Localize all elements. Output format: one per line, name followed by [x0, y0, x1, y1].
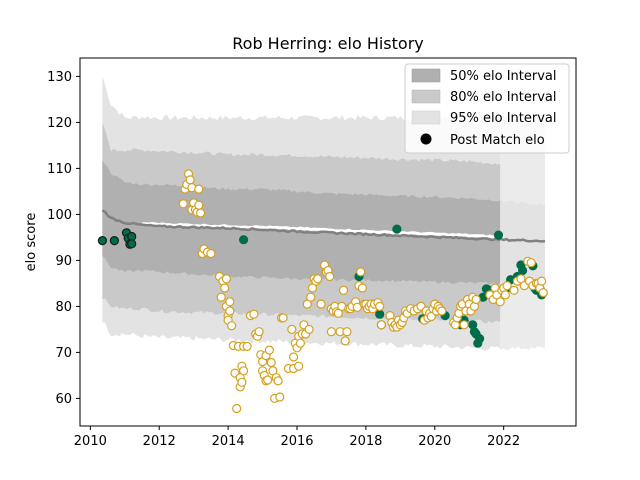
point-losses	[356, 267, 366, 277]
point-wins	[239, 235, 249, 245]
point-losses	[338, 285, 349, 295]
point-losses	[178, 199, 188, 209]
point-losses	[304, 324, 314, 334]
point-losses	[227, 321, 237, 331]
point-losses	[375, 301, 385, 311]
y-axis: 60 70 80 90 100 110 120 130	[47, 70, 80, 407]
point-losses	[264, 345, 274, 355]
point-losses	[471, 294, 481, 305]
x-tick-label: 2022	[487, 434, 520, 449]
point-losses	[206, 248, 216, 259]
legend-swatch-80	[411, 89, 441, 104]
point-losses	[237, 377, 247, 387]
point-losses	[225, 297, 235, 307]
point-losses	[376, 320, 386, 330]
y-tick-label: 70	[55, 346, 72, 361]
point-losses	[249, 309, 259, 319]
point-losses	[266, 357, 276, 368]
point-losses	[326, 327, 336, 337]
legend-frame	[404, 63, 570, 154]
legend-swatch-50	[411, 68, 441, 83]
chart-title: Rob Herring: elo History	[232, 34, 423, 53]
point-losses	[194, 184, 204, 194]
point-losses	[313, 274, 323, 284]
point-losses	[275, 392, 285, 402]
point-losses	[502, 281, 512, 291]
point-losses	[509, 285, 519, 295]
point-losses	[263, 375, 273, 385]
point-losses	[239, 366, 249, 376]
point-losses	[254, 327, 264, 337]
point-losses	[437, 306, 447, 316]
point-losses	[536, 276, 547, 286]
x-tick-label: 2016	[280, 434, 313, 449]
point-losses	[185, 175, 195, 185]
y-tick-label: 120	[47, 116, 72, 131]
point-losses	[242, 341, 252, 351]
x-tick-label: 2010	[74, 434, 107, 449]
legend-swatch-95	[411, 110, 441, 125]
point-early	[109, 236, 120, 246]
point-losses	[500, 290, 510, 300]
point-losses	[342, 327, 352, 337]
point-losses	[306, 292, 316, 302]
point-losses	[294, 361, 304, 371]
point-early	[127, 239, 137, 249]
y-axis-label: elo score	[24, 213, 39, 272]
legend-label-95: 95% elo Interval	[450, 111, 557, 126]
y-tick-label: 100	[47, 208, 72, 223]
point-wins	[392, 224, 402, 234]
post-match-points	[97, 169, 548, 414]
y-tick-label: 90	[55, 254, 72, 269]
point-losses	[273, 376, 283, 386]
point-losses	[289, 352, 299, 362]
point-wins	[517, 265, 528, 276]
point-losses	[232, 403, 242, 414]
point-losses	[225, 306, 235, 316]
y-tick-label: 80	[55, 300, 72, 315]
median-lines	[101, 209, 546, 243]
y-tick-label: 110	[47, 162, 72, 177]
x-tick-label: 2012	[143, 434, 176, 449]
point-losses	[278, 313, 288, 323]
y-tick-label: 60	[55, 392, 72, 407]
plot-frame	[79, 57, 577, 427]
x-axis: 2010 2012 2014 2016 2018 2020 2022	[74, 426, 520, 449]
point-losses	[357, 283, 367, 293]
point-losses	[287, 324, 297, 334]
interval-bands	[102, 76, 545, 351]
point-losses	[495, 297, 505, 307]
point-losses	[220, 283, 230, 293]
point-losses	[216, 292, 226, 302]
point-losses	[325, 271, 335, 282]
point-losses	[526, 258, 536, 268]
point-wins	[493, 230, 504, 240]
y-tick-label: 130	[47, 70, 72, 85]
x-tick-label: 2020	[418, 434, 451, 449]
point-wins	[375, 309, 385, 319]
point-losses	[340, 336, 350, 346]
point-losses	[295, 338, 305, 348]
legend-label-points: Post Match elo	[450, 133, 545, 148]
point-losses	[316, 299, 326, 309]
legend-label-80: 80% elo Interval	[450, 90, 557, 105]
x-tick-label: 2014	[212, 434, 245, 449]
point-wins	[475, 334, 485, 344]
point-early	[97, 236, 108, 246]
median-line	[101, 209, 546, 243]
legend: 50% elo Interval 80% elo Interval 95% el…	[404, 63, 570, 154]
point-losses	[221, 274, 231, 284]
legend-marker-points	[420, 133, 432, 145]
x-tick-label: 2018	[349, 434, 382, 449]
point-losses	[459, 320, 469, 330]
legend-label-50: 50% elo Interval	[450, 69, 557, 84]
point-losses	[538, 288, 548, 298]
upper-white-line	[142, 221, 504, 239]
point-losses	[194, 200, 204, 210]
point-losses	[196, 208, 206, 218]
